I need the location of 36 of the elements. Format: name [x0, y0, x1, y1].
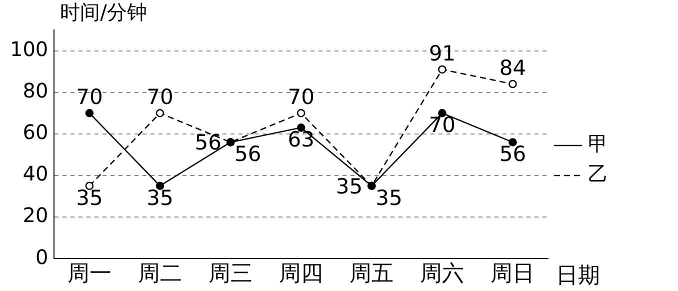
x-tick-label: 周三	[208, 262, 253, 287]
data-label: 70	[428, 113, 456, 138]
data-label: 56	[499, 142, 526, 166]
data-label: 35	[376, 186, 402, 210]
data-label: 56	[194, 130, 222, 155]
data-label: 35	[146, 186, 174, 210]
x-tick-label: 周二	[138, 262, 182, 287]
y-tick-label: 40	[22, 162, 48, 186]
y-tick-label: 20	[22, 203, 48, 228]
data-label: 84	[499, 56, 526, 80]
data-label: 56	[234, 142, 262, 166]
data-label: 63	[288, 128, 314, 152]
point	[296, 108, 306, 118]
data-label: 70	[288, 85, 314, 110]
x-tick-label: 周一	[67, 262, 112, 287]
y-tick-label: 100	[10, 36, 48, 61]
point	[508, 80, 517, 88]
x-axis-title: 日期	[556, 264, 600, 289]
x-tick-label: 周五	[350, 262, 394, 287]
data-label: 35	[336, 174, 363, 198]
x-tick-label: 周六	[420, 262, 464, 287]
y-axis-title: 时间/分钟	[60, 0, 147, 24]
y-tick-label: 80	[22, 78, 48, 103]
point	[85, 108, 94, 118]
x-tick-label: 周四	[279, 262, 324, 287]
data-label: 70	[76, 85, 103, 110]
legend-label: 乙	[588, 162, 608, 186]
point	[438, 65, 446, 74]
data-label: 91	[428, 41, 456, 66]
data-label: 35	[76, 186, 103, 210]
legend-label: 甲	[588, 132, 608, 156]
y-tick-label: 0	[35, 244, 48, 269]
x-tick-label: 周日	[490, 262, 535, 287]
data-label: 70	[146, 85, 174, 110]
point	[156, 108, 164, 118]
y-tick-label: 60	[22, 120, 48, 144]
